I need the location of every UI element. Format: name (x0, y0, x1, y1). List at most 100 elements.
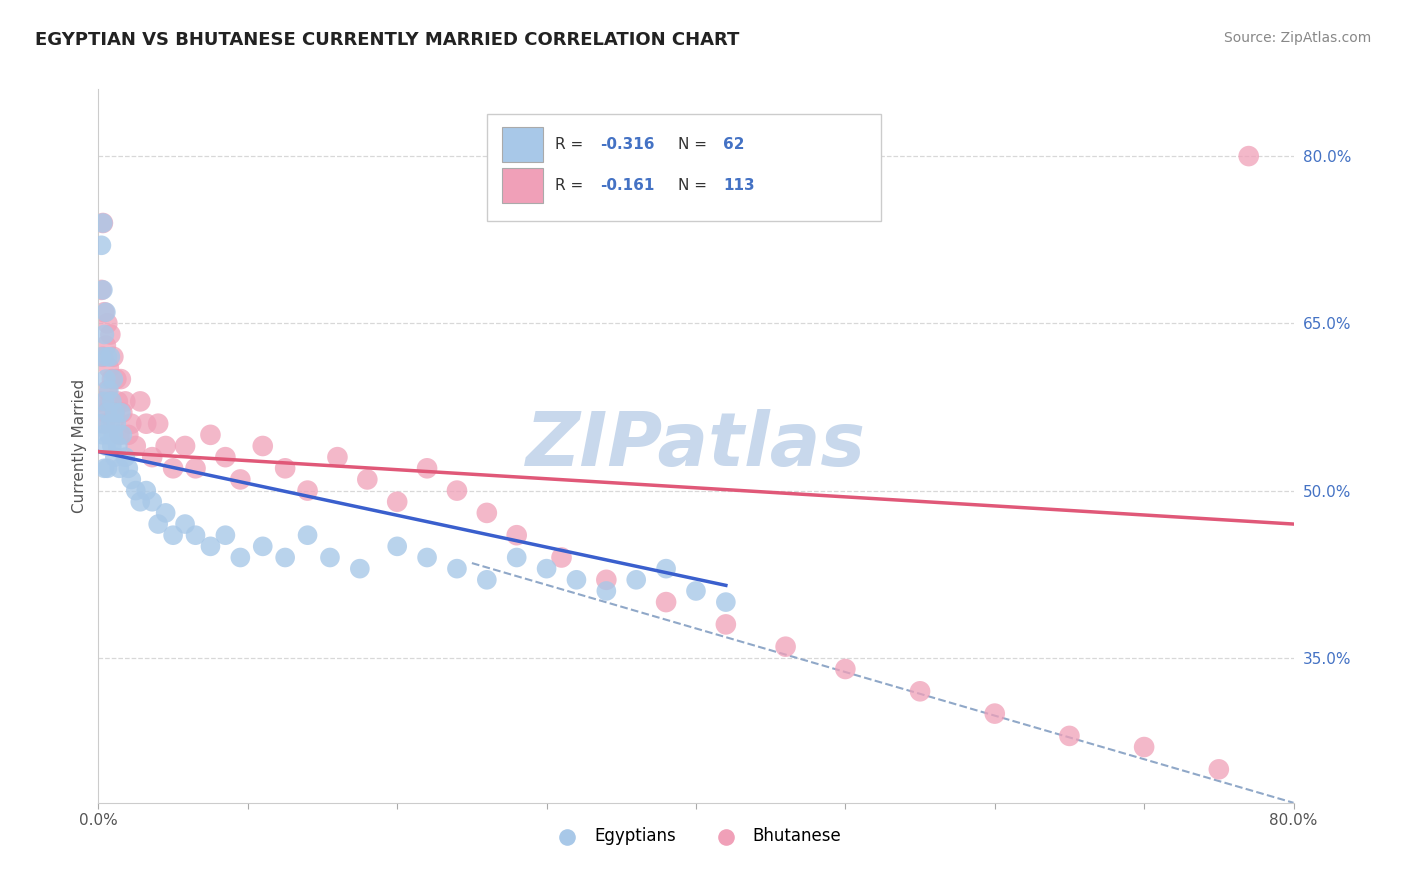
Point (93, 394, 115, 409)
Point (93, 461, 115, 475)
Point (91, 216, 114, 230)
Point (96, 350, 118, 364)
Text: -0.161: -0.161 (600, 178, 655, 193)
Point (101, 394, 124, 409)
Point (326, 450, 349, 464)
Point (101, 439, 124, 453)
Point (120, 473, 142, 487)
Point (94, 405, 117, 420)
Point (110, 405, 132, 420)
Point (155, 439, 177, 453)
Point (129, 494, 152, 508)
Point (94, 305, 117, 319)
Point (135, 483, 157, 498)
Point (214, 450, 236, 464)
Point (103, 372, 125, 386)
FancyBboxPatch shape (502, 128, 543, 162)
Point (565, 573, 588, 587)
Point (655, 562, 678, 576)
Point (98, 350, 122, 364)
Point (94, 338, 117, 352)
Point (114, 450, 136, 464)
Point (91, 350, 114, 364)
Point (595, 583, 617, 598)
Point (96, 384, 118, 398)
Text: R =: R = (555, 137, 588, 153)
Point (162, 528, 184, 542)
Point (89, 417, 111, 431)
Point (1133, 740, 1156, 755)
Legend: Egyptians, Bhutanese: Egyptians, Bhutanese (544, 821, 848, 852)
Point (1208, 762, 1230, 776)
Point (105, 417, 128, 431)
Point (103, 350, 125, 364)
Point (274, 461, 297, 475)
Point (141, 450, 163, 464)
Point (685, 583, 707, 598)
Point (162, 461, 184, 475)
Text: 113: 113 (724, 178, 755, 193)
Point (200, 539, 222, 553)
Point (96, 316, 118, 330)
Point (506, 550, 529, 565)
FancyBboxPatch shape (486, 114, 882, 221)
Point (111, 405, 134, 420)
Point (655, 595, 678, 609)
Point (416, 461, 439, 475)
Point (349, 562, 371, 576)
Point (775, 640, 797, 654)
Point (536, 562, 558, 576)
Point (834, 662, 856, 676)
Point (97, 361, 120, 376)
Point (90, 350, 112, 364)
Point (114, 394, 136, 409)
Point (97, 427, 120, 442)
Point (274, 550, 297, 565)
Point (103, 417, 125, 431)
Point (117, 427, 139, 442)
Point (319, 550, 342, 565)
Point (252, 439, 274, 453)
Point (107, 439, 129, 453)
Point (91, 427, 114, 442)
Point (506, 528, 529, 542)
Point (91, 283, 114, 297)
Point (107, 394, 129, 409)
Point (148, 517, 170, 532)
Text: N =: N = (678, 137, 711, 153)
Point (111, 427, 134, 442)
Point (229, 473, 252, 487)
Point (626, 573, 648, 587)
Point (120, 417, 142, 431)
Point (108, 427, 131, 442)
Point (104, 405, 127, 420)
Point (104, 450, 127, 464)
Point (105, 372, 128, 386)
Point (297, 483, 319, 498)
Point (135, 417, 157, 431)
Point (94, 439, 117, 453)
Point (714, 617, 737, 632)
FancyBboxPatch shape (502, 168, 543, 203)
Point (446, 562, 468, 576)
Point (98, 417, 122, 431)
Point (94, 372, 117, 386)
Text: -0.316: -0.316 (600, 137, 655, 153)
Point (385, 539, 409, 553)
Point (908, 684, 931, 698)
Point (104, 405, 127, 420)
Point (155, 506, 177, 520)
Text: N =: N = (678, 178, 711, 193)
Point (90, 238, 112, 252)
Point (96, 405, 118, 420)
Point (98, 327, 122, 342)
Point (93, 327, 115, 342)
Point (595, 573, 617, 587)
Point (385, 494, 409, 508)
Point (89, 394, 111, 409)
Point (475, 573, 498, 587)
Point (125, 439, 148, 453)
Point (129, 394, 152, 409)
Point (550, 550, 572, 565)
Text: Source: ZipAtlas.com: Source: ZipAtlas.com (1223, 31, 1371, 45)
